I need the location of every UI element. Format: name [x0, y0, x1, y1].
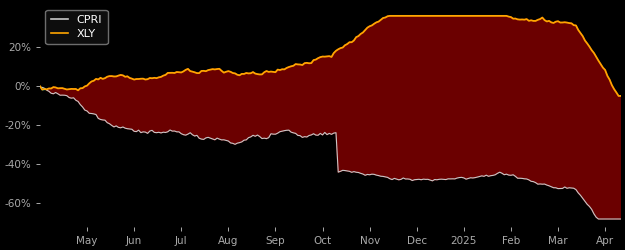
Legend: CPRI, XLY: CPRI, XLY: [46, 10, 108, 44]
